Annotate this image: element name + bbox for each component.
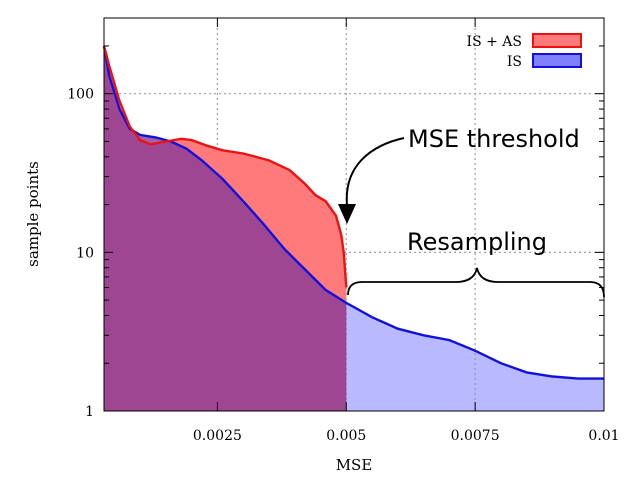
annotation-brace (347, 267, 605, 298)
x-tick-label: 0.01 (588, 428, 619, 444)
annotation-arrow (345, 137, 405, 206)
x-tick-label: 0.005 (326, 428, 366, 444)
line-is-as (102, 45, 348, 288)
y-tick-label: 1 (85, 404, 94, 420)
annotation-arrowhead (338, 204, 356, 224)
legend-label-is-as: IS + AS (467, 34, 522, 50)
y-tick-label: 100 (67, 87, 94, 103)
series-lines (102, 45, 604, 380)
y-tick-label: 10 (76, 245, 94, 261)
y-axis-label: sample points (24, 161, 42, 267)
annotation-mse-threshold: MSE threshold (408, 125, 580, 153)
x-axis-label: MSE (336, 456, 373, 474)
legend-swatch-is-as (532, 33, 582, 48)
y-axis: 1 10 100 (67, 17, 604, 420)
legend-label-is: IS (507, 54, 522, 70)
x-tick-label: 0.0075 (451, 428, 500, 444)
x-axis: 0.0025 0.005 0.0075 0.01 (193, 18, 620, 444)
annotation-resampling: Resampling (407, 228, 547, 256)
legend-swatch-is (532, 53, 582, 68)
x-tick-label: 0.0025 (193, 428, 242, 444)
area-overlap (104, 45, 347, 412)
series-areas (104, 45, 604, 412)
plot-frame (103, 17, 605, 412)
legend: IS + AS IS (467, 33, 582, 70)
line-is (102, 45, 604, 380)
